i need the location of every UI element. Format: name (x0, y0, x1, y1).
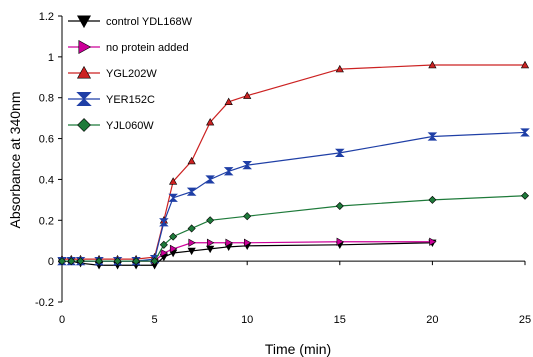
data-point (187, 156, 196, 165)
x-tick-label: 10 (241, 314, 253, 326)
y-tick-label: 0.8 (39, 93, 54, 105)
data-point (113, 257, 122, 266)
y-tick-label: -0.2 (35, 297, 54, 309)
data-point (224, 97, 233, 105)
data-point (67, 257, 76, 266)
data-point (159, 218, 169, 227)
data-point (335, 64, 344, 73)
y-tick-label: 0.2 (39, 215, 54, 227)
legend-item: YER152C (68, 92, 155, 106)
y-axis-label: Absorbance at 340nm (7, 92, 23, 229)
data-point (334, 148, 345, 157)
data-point (428, 195, 437, 204)
data-point (206, 238, 215, 247)
legend-label: YJL060W (106, 120, 154, 132)
legend-marker (76, 65, 92, 79)
data-point (206, 216, 215, 225)
plot-area (57, 60, 530, 270)
series-3 (57, 60, 530, 263)
legend-label: YER152C (106, 94, 155, 106)
y-tick-label: 0.4 (39, 174, 54, 186)
data-point (223, 167, 234, 176)
x-tick-label: 15 (334, 314, 346, 326)
data-point (520, 128, 530, 137)
y-tick-label: 0 (48, 256, 54, 268)
data-point (428, 60, 437, 69)
data-point (168, 193, 178, 202)
series-5 (57, 191, 530, 266)
x-tick-label: 25 (519, 314, 531, 326)
data-point (187, 247, 196, 256)
legend-item: YJL060W (68, 118, 154, 132)
x-axis-label: Time (min) (265, 341, 331, 357)
axes: -0.2 0 0.2 0.4 0.6 0.8 1 1.2 0 5 10 15 20 25 (35, 11, 531, 326)
series-4 (57, 128, 530, 266)
data-point (186, 187, 197, 196)
data-point (520, 60, 530, 69)
legend-marker (78, 39, 92, 55)
x-tick-label: 20 (426, 314, 438, 326)
y-tick-label: 1.2 (39, 11, 54, 23)
data-point (205, 175, 215, 184)
data-point (159, 240, 168, 249)
data-point (335, 201, 344, 211)
legend-item: YGL202W (68, 65, 157, 80)
y-tick-label: 0.6 (39, 134, 54, 146)
data-point (242, 161, 253, 170)
data-point (427, 132, 438, 141)
legend-label: control YDL168W (106, 16, 193, 28)
data-point (244, 238, 252, 247)
data-point (206, 245, 215, 254)
data-point (160, 248, 169, 258)
data-point (243, 212, 252, 221)
legend-marker (76, 92, 92, 106)
x-tick-label: 5 (152, 314, 158, 326)
data-point (520, 191, 530, 200)
series-line (62, 64, 525, 260)
data-point (225, 238, 233, 247)
legend-label: no protein added (106, 42, 189, 54)
data-point (188, 238, 196, 247)
data-point (187, 224, 196, 233)
data-point (95, 257, 104, 266)
data-point (243, 91, 252, 99)
data-point (57, 257, 67, 266)
legend-marker (77, 118, 91, 132)
legend-item: control YDL168W (68, 15, 193, 29)
legend: control YDL168W no protein added YGL202W YE… (68, 15, 193, 132)
data-point (76, 257, 85, 266)
legend-label: YGL202W (106, 68, 157, 80)
legend-item: no protein added (68, 39, 189, 55)
data-point (169, 177, 178, 185)
data-point (336, 237, 345, 246)
data-point (169, 244, 178, 253)
y-tick-label: 1 (48, 52, 54, 64)
data-point (132, 257, 141, 266)
data-point (206, 118, 215, 126)
series-line (62, 195, 526, 262)
x-tick-label: 0 (59, 314, 65, 326)
data-point (169, 232, 178, 241)
data-point (429, 237, 437, 246)
data-point (150, 257, 159, 266)
legend-marker (76, 15, 92, 29)
